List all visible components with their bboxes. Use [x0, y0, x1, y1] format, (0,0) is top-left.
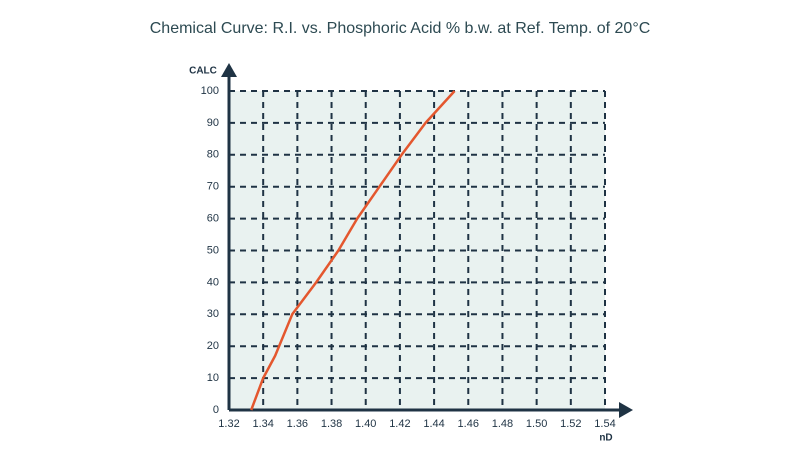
x-tick-label: 1.36: [287, 418, 308, 430]
x-tick-label: 1.32: [218, 418, 239, 430]
x-tick-label: 1.48: [492, 418, 513, 430]
y-tick-label: 100: [201, 85, 219, 97]
y-tick-label: 60: [207, 213, 219, 225]
x-tick-label: 1.52: [560, 418, 581, 430]
y-axis-label: CALC: [189, 66, 217, 77]
x-axis-label: nD: [599, 433, 612, 444]
x-axis-arrow: [619, 402, 633, 418]
x-tick-label: 1.54: [594, 418, 615, 430]
y-tick-label: 10: [207, 372, 219, 384]
y-tick-label: 20: [207, 340, 219, 352]
y-tick-label: 90: [207, 117, 219, 129]
y-tick-label: 40: [207, 276, 219, 288]
x-tick-label: 1.34: [252, 418, 273, 430]
y-axis-arrow: [221, 63, 237, 77]
y-tick-label: 50: [207, 244, 219, 256]
y-tick-label: 80: [207, 149, 219, 161]
y-tick-label: 30: [207, 308, 219, 320]
x-tick-label: 1.42: [389, 418, 410, 430]
x-tick-label: 1.46: [458, 418, 479, 430]
chart-title: Chemical Curve: R.I. vs. Phosphoric Acid…: [150, 20, 651, 37]
x-tick-label: 1.44: [423, 418, 444, 430]
data-line: [250, 90, 456, 411]
x-tick-label: 1.38: [321, 418, 342, 430]
y-tick-label: 70: [207, 181, 219, 193]
x-tick-label: 1.40: [355, 418, 376, 430]
y-tick-label: 0: [213, 404, 219, 416]
x-tick-label: 1.50: [526, 418, 547, 430]
